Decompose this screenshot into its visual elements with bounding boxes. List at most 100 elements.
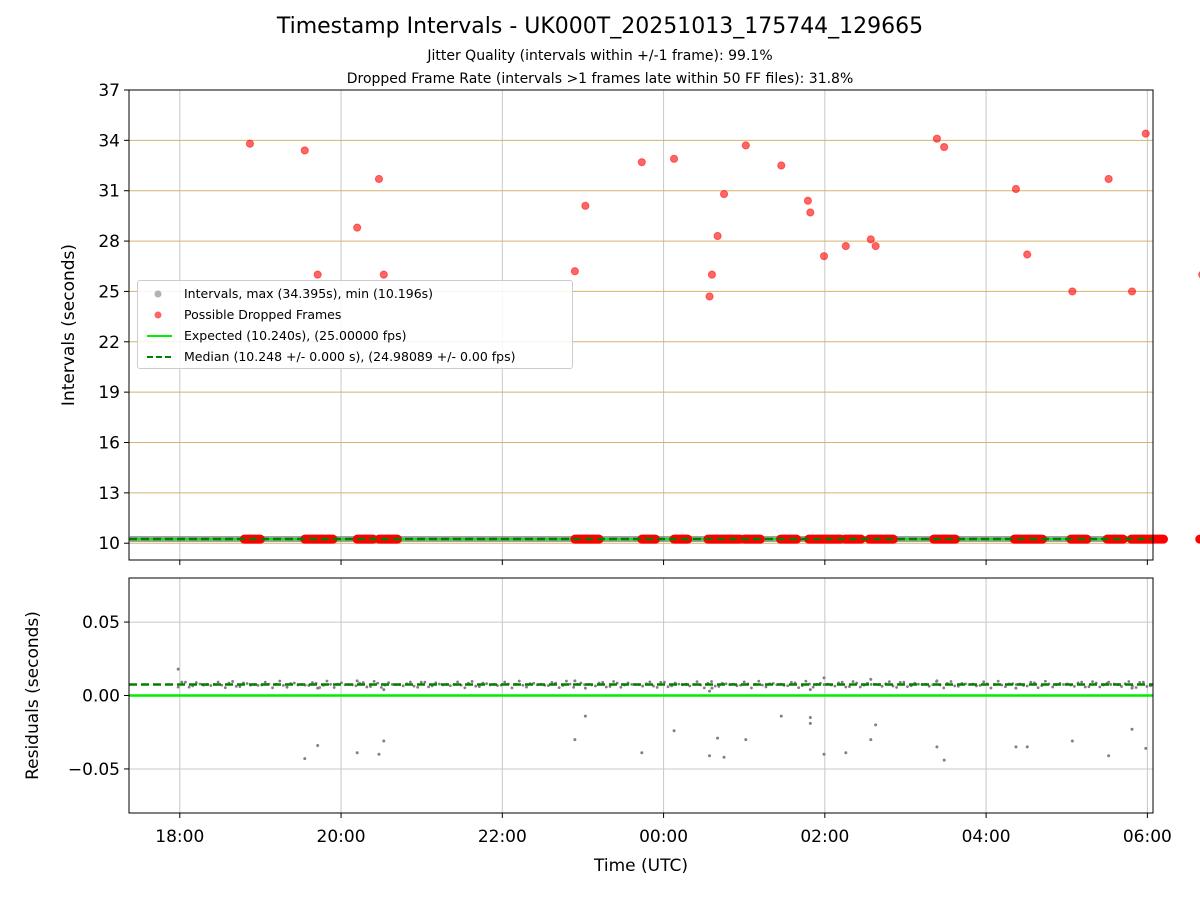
residual-point [902, 680, 906, 684]
residual-point [216, 680, 220, 684]
bottom-xtick-label: 20:00 [317, 827, 366, 847]
legend-dropped-label: Possible Dropped Frames [184, 307, 342, 322]
residual-outlier-point [1014, 686, 1018, 690]
dropped-frame-point [841, 242, 850, 251]
residual-point [887, 680, 891, 684]
residual-point [612, 680, 615, 683]
residual-outlier-point [316, 686, 320, 690]
bottom-xtick-label: 06:00 [1123, 827, 1172, 847]
dropped-frame-point [1127, 287, 1137, 296]
residual-point [797, 686, 801, 690]
residual-outlier-point [1107, 754, 1111, 758]
bottom-ytick-label: 0.05 [82, 613, 120, 633]
dropped-frame-point [379, 270, 388, 279]
legend-intervals-label: Intervals, max (34.395s), min (10.196s) [184, 286, 434, 301]
residual-outlier-point [722, 755, 726, 759]
residual-outlier-point [303, 757, 307, 761]
residual-point [702, 686, 706, 690]
residual-point [184, 680, 187, 684]
dropped-frame-point [705, 292, 714, 301]
residual-point [688, 684, 692, 688]
residual-point [989, 686, 993, 690]
dropped-frame-point [806, 208, 815, 217]
dropped-frame-point [1023, 250, 1032, 259]
residual-point [521, 683, 525, 687]
residual-point [401, 684, 405, 688]
top-ytick-label: 25 [98, 282, 120, 302]
residual-point [695, 680, 699, 684]
residual-point [427, 685, 430, 689]
residual-point [717, 685, 721, 688]
residual-outlier-point [355, 751, 359, 755]
residual-point [906, 685, 909, 689]
dropped-frame-point [932, 134, 942, 143]
chart-subtitle-jitter: Jitter Quality (intervals within +/-1 fr… [427, 48, 773, 64]
residual-point [601, 680, 605, 684]
dropped-frame-point [1068, 287, 1077, 296]
residual-point [1000, 683, 1004, 687]
residual-point [1072, 684, 1076, 688]
residual-point [532, 681, 536, 685]
residual-point [456, 680, 459, 684]
residual-point [1062, 683, 1065, 686]
residual-point [1141, 680, 1145, 684]
bottom-ytick-label: 0.00 [82, 687, 120, 707]
residual-point [822, 683, 826, 687]
bottom-xlabel: Time (UTC) [593, 856, 688, 876]
residual-point [416, 685, 420, 689]
residual-point [760, 683, 764, 687]
residual-point [187, 685, 191, 689]
dropped-frame-point [353, 223, 362, 232]
dropped-frame-point [803, 196, 813, 205]
residual-outlier-point [573, 738, 577, 742]
residual-point [379, 685, 383, 689]
dropped-frame-point [300, 146, 309, 155]
residual-point [1127, 680, 1131, 683]
residual-point [463, 686, 467, 690]
residual-point [1083, 685, 1087, 689]
residual-outlier-point [708, 689, 712, 693]
chart-title: Timestamp Intervals - UK000T_20251013_17… [276, 14, 924, 39]
residual-point [1120, 685, 1123, 688]
residual-point [448, 684, 452, 688]
top-ytick-label: 16 [98, 434, 120, 454]
residual-point [292, 681, 296, 685]
residual-outlier-point [935, 745, 939, 749]
top-ytick-label: 13 [98, 484, 120, 504]
residual-point [568, 682, 572, 686]
residual-point [390, 683, 394, 686]
legend-intervals: Intervals, max (34.395s), min (10.196s) [138, 284, 572, 304]
bottom-xtick-label: 04:00 [962, 827, 1011, 847]
residual-point [525, 685, 528, 689]
residual-point [978, 683, 982, 687]
residual-point [840, 680, 844, 684]
residual-point [757, 679, 761, 683]
dropped-frame-point [777, 161, 786, 170]
residual-point [332, 686, 336, 689]
dropped-frame-point [1104, 174, 1113, 184]
residual-point [180, 680, 184, 684]
top-ytick-label: 10 [98, 534, 120, 554]
dropped-frame-point [570, 267, 579, 276]
chart-subtitle-dropped: Dropped Frame Rate (intervals >1 frames … [346, 71, 854, 87]
residual-point [256, 683, 260, 687]
dropped-frame-point [866, 235, 875, 244]
residual-point [608, 685, 612, 688]
residual-outlier-point [1025, 745, 1029, 749]
bottom-ylabel: Residuals (seconds) [23, 611, 43, 780]
residual-outlier-point [808, 688, 812, 692]
residual-outlier-point [869, 677, 873, 681]
legend-expected-label: Expected (10.240s), (25.00000 fps) [184, 328, 407, 343]
residual-point [648, 680, 652, 684]
residual-point [176, 685, 180, 689]
residual-point [953, 684, 957, 688]
residual-point [750, 686, 753, 690]
residual-outlier-point [640, 751, 644, 755]
residual-point [869, 683, 873, 686]
residual-outlier-point [822, 676, 826, 680]
residual-outlier-point [708, 754, 712, 758]
dropped-frame-point [707, 270, 717, 279]
residual-point [1134, 686, 1138, 689]
top-plot-frame [128, 89, 1154, 561]
